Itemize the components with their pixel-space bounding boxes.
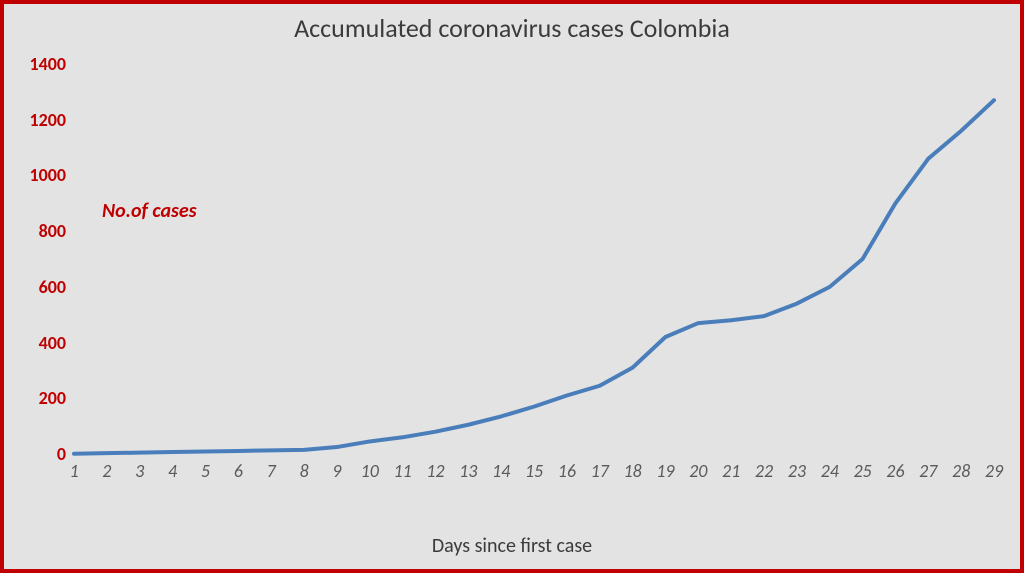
- x-tick-label: 29: [985, 460, 1003, 482]
- x-tick-label: 7: [267, 460, 276, 482]
- x-tick-label: 13: [459, 460, 477, 482]
- y-tick-label: 1000: [16, 164, 66, 186]
- x-tick-label: 3: [135, 460, 144, 482]
- x-tick-label: 5: [201, 460, 210, 482]
- y-tick-label: 1200: [16, 109, 66, 131]
- x-tick-label: 2: [102, 460, 111, 482]
- x-tick-label: 12: [426, 460, 444, 482]
- x-tick-label: 17: [591, 460, 609, 482]
- x-tick-label: 14: [492, 460, 510, 482]
- x-tick-label: 19: [656, 460, 674, 482]
- x-tick-label: 21: [722, 460, 740, 482]
- x-axis-title: Days since first case: [4, 534, 1020, 558]
- x-tick-label: 1: [69, 460, 78, 482]
- chart-title: Accumulated coronavirus cases Colombia: [4, 12, 1020, 44]
- x-tick-label: 8: [299, 460, 308, 482]
- x-tick-label: 20: [689, 460, 707, 482]
- x-tick-label: 16: [558, 460, 576, 482]
- x-tick-label: 4: [168, 460, 177, 482]
- x-tick-label: 24: [821, 460, 839, 482]
- series-label: No.of cases: [102, 199, 197, 223]
- x-tick-label: 25: [853, 460, 871, 482]
- x-tick-label: 18: [623, 460, 641, 482]
- y-tick-label: 0: [16, 443, 66, 465]
- y-tick-label: 800: [16, 220, 66, 242]
- x-tick-label: 27: [919, 460, 937, 482]
- x-tick-label: 23: [788, 460, 806, 482]
- x-tick-label: 26: [886, 460, 904, 482]
- y-tick-label: 1400: [16, 53, 66, 75]
- plot-area: 0200400600800100012001400123456789101112…: [74, 64, 994, 454]
- y-tick-label: 200: [16, 387, 66, 409]
- x-tick-label: 28: [952, 460, 970, 482]
- x-tick-label: 9: [332, 460, 341, 482]
- x-tick-label: 22: [755, 460, 773, 482]
- y-tick-label: 600: [16, 276, 66, 298]
- chart-frame: Accumulated coronavirus cases Colombia 0…: [0, 0, 1024, 573]
- x-tick-label: 11: [393, 460, 411, 482]
- x-tick-label: 6: [234, 460, 243, 482]
- x-tick-label: 15: [525, 460, 543, 482]
- y-tick-label: 400: [16, 332, 66, 354]
- x-tick-label: 10: [361, 460, 379, 482]
- line-series: [74, 64, 994, 454]
